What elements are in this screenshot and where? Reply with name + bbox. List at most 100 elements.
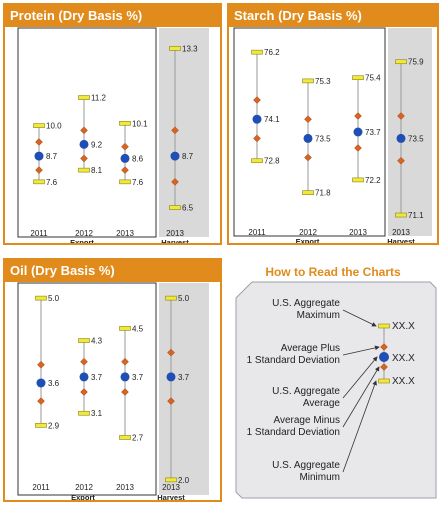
min-marker	[251, 158, 263, 164]
max-marker	[35, 295, 47, 301]
min-marker	[302, 190, 314, 195]
group-label-export: Export	[71, 493, 95, 500]
minus-sd-marker	[167, 397, 175, 405]
minus-sd-marker	[37, 397, 45, 405]
plus-sd-marker	[80, 357, 88, 366]
min-data-label: 2.7	[132, 433, 144, 442]
max-data-label: 11.2	[91, 94, 107, 103]
starch-chart-title: Starch (Dry Basis %)	[229, 5, 437, 27]
x-tick-label: 2011	[30, 229, 48, 238]
mean-data-label: 73.5	[315, 134, 331, 143]
howto-label-plus-sd-line1: Average Plus	[281, 343, 340, 354]
howto-label-min-arrow	[342, 380, 377, 473]
howto-label-plus-sd-line2: 1 Standard Deviation	[247, 355, 340, 366]
minus-sd-marker	[121, 388, 129, 396]
x-tick-label: 2012	[75, 483, 93, 492]
howto-card	[235, 281, 437, 499]
howto-label-min-line1: U.S. Aggregate	[272, 460, 340, 471]
min-data-label: 7.6	[132, 178, 144, 187]
mean-point	[36, 378, 46, 388]
howto-label-minus-sd-line1: Average Minus	[273, 415, 340, 426]
minus-sd-marker	[354, 144, 362, 152]
min-marker	[119, 179, 131, 185]
group-label-export: Export	[296, 237, 320, 243]
mean-data-label: 74.1	[264, 115, 280, 124]
howto-label-minus-sd-line2: 1 Standard Deviation	[247, 427, 340, 438]
max-data-label: 75.4	[365, 74, 381, 83]
max-marker	[165, 295, 177, 301]
mean-point	[396, 133, 406, 143]
max-marker	[119, 121, 131, 126]
plus-sd-marker	[167, 348, 175, 357]
mean-point	[79, 139, 89, 149]
max-marker	[119, 326, 131, 331]
minus-sd-marker	[80, 388, 88, 396]
x-tick-label: 2013	[166, 229, 184, 238]
export-frame	[17, 27, 157, 238]
howto-min-marker	[378, 378, 390, 384]
x-tick-label: 2013	[116, 229, 134, 238]
mean-point	[170, 151, 180, 161]
min-marker	[33, 179, 45, 185]
plus-sd-marker	[121, 357, 129, 366]
howto-max-marker	[378, 323, 390, 329]
min-marker	[119, 435, 131, 440]
minus-sd-marker	[35, 166, 43, 174]
min-marker	[169, 205, 181, 210]
group-label-export: Export	[70, 238, 94, 243]
max-marker	[78, 338, 90, 343]
howto-label-mean-line2: Average	[303, 398, 341, 409]
max-data-label: 10.0	[46, 122, 62, 131]
max-data-label: 13.3	[182, 44, 198, 53]
howto-min-value: XX.X	[392, 376, 415, 387]
max-marker	[302, 78, 314, 84]
min-data-label: 2.0	[178, 476, 190, 485]
x-tick-label: 2012	[299, 228, 317, 237]
minus-sd-marker	[80, 154, 88, 163]
min-marker	[165, 477, 177, 483]
mean-data-label: 73.5	[408, 134, 424, 143]
export-frame	[17, 282, 157, 496]
group-label-harvest: Harvest	[387, 237, 415, 243]
min-marker	[352, 177, 364, 183]
plus-sd-marker	[35, 138, 43, 146]
minus-sd-marker	[397, 156, 405, 165]
mean-point	[353, 127, 363, 137]
min-marker	[78, 410, 90, 416]
min-data-label: 7.6	[46, 178, 58, 187]
mean-data-label: 3.6	[48, 379, 60, 388]
mean-point	[120, 153, 130, 163]
export-frame	[233, 27, 386, 237]
howto-label-mean-line1: U.S. Aggregate	[272, 386, 340, 397]
protein-chart-panel: Protein (Dry Basis %) 10.0 7.6 8.7 2011 11.2…	[3, 3, 222, 245]
min-data-label: 3.1	[91, 409, 103, 418]
max-marker	[33, 123, 45, 128]
group-label-harvest: Harvest	[157, 493, 185, 500]
mean-point	[79, 372, 89, 382]
max-marker	[78, 95, 90, 100]
howto-mean-point	[379, 352, 389, 362]
mean-data-label: 73.7	[365, 128, 381, 137]
max-data-label: 5.0	[178, 294, 190, 303]
protein-chart-title: Protein (Dry Basis %)	[5, 5, 220, 27]
plus-sd-marker	[121, 142, 129, 151]
max-data-label: 76.2	[264, 48, 280, 57]
mean-point	[252, 114, 262, 124]
min-data-label: 72.2	[365, 176, 381, 185]
x-tick-label: 2013	[116, 483, 134, 492]
min-marker	[395, 212, 407, 218]
max-data-label: 4.5	[132, 324, 144, 333]
oil-chart-panel: Oil (Dry Basis %) 5.0 2.9 3.6 2011 4.3 3.1 3.7…	[3, 258, 222, 502]
harvest-background	[159, 283, 209, 495]
oil-chart-title: Oil (Dry Basis %)	[5, 260, 220, 282]
min-data-label: 6.5	[182, 204, 194, 213]
minus-sd-marker	[171, 177, 179, 186]
minus-sd-marker	[121, 166, 129, 174]
x-tick-label: 2012	[75, 229, 93, 238]
minus-sd-marker	[253, 134, 261, 143]
starch-chart-panel: Starch (Dry Basis %) 76.2 72.8 74.1 2011 75.…	[227, 3, 439, 245]
min-data-label: 71.8	[315, 189, 331, 198]
max-data-label: 4.3	[91, 337, 103, 346]
mean-data-label: 8.7	[46, 152, 58, 161]
howto-label-mean-arrow	[342, 356, 378, 399]
